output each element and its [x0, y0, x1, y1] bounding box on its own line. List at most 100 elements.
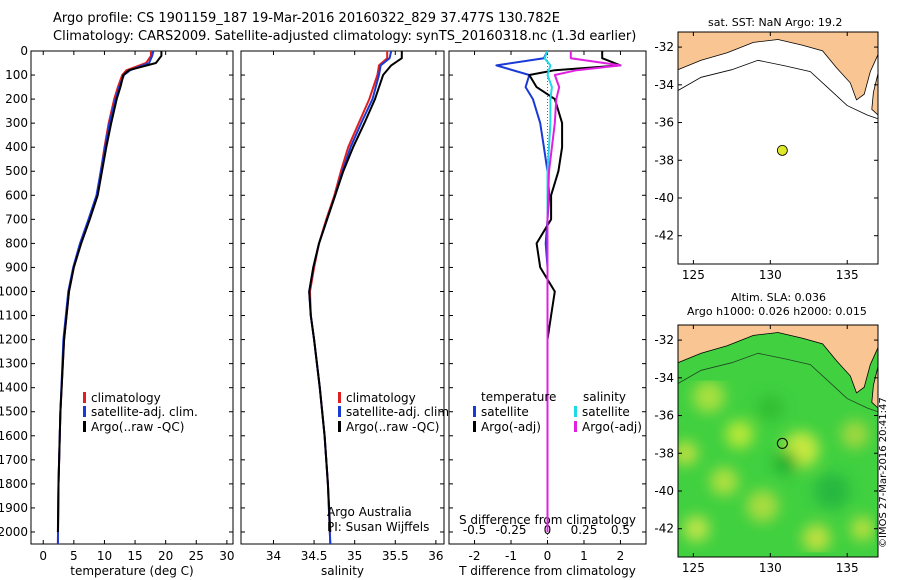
- lon-tick-label: 125: [682, 561, 705, 575]
- y-tick-label: 700: [5, 212, 28, 226]
- x-tick-label: 30: [219, 549, 234, 563]
- legend-label: Argo(..raw -QC): [346, 420, 439, 434]
- plot-frame: [240, 50, 445, 545]
- plot-frame: [30, 50, 234, 545]
- y-tick-label: 1100: [0, 309, 28, 323]
- lon-tick-label: 125: [682, 268, 705, 282]
- lat-tick-label: -38: [654, 446, 674, 460]
- legend-swatch: [83, 406, 86, 417]
- sla-blob: [725, 420, 754, 449]
- legend-swatch: [83, 392, 86, 403]
- land: [678, 32, 878, 101]
- sla-map-title: Altim. SLA: 0.036: [731, 291, 827, 304]
- y-tick-label: 1200: [0, 333, 28, 347]
- sla-map-content: [678, 325, 878, 557]
- sla-blob: [746, 490, 779, 523]
- sla-blob: [683, 515, 710, 542]
- x-tick-label: 2: [617, 549, 625, 563]
- lat-tick-label: -40: [654, 484, 674, 498]
- x-tick-label: -1: [505, 549, 517, 563]
- land: [678, 325, 878, 394]
- lon-tick-label: 135: [836, 561, 859, 575]
- x-tick-label: 15: [127, 549, 142, 563]
- x-tick-label: 35.5: [382, 549, 409, 563]
- legend-swatch: [338, 392, 341, 403]
- sst-map-title: sat. SST: NaN Argo: 19.2: [708, 16, 843, 29]
- sla-blob: [850, 516, 875, 541]
- legend-label: satellite: [582, 405, 630, 419]
- sla-blob: [692, 380, 725, 413]
- legend-header: temperature: [481, 390, 556, 404]
- y-tick-label: 1800: [0, 477, 28, 491]
- x-tick-label: 35: [347, 549, 362, 563]
- pi-note: PI: Susan Wijffels: [327, 520, 429, 534]
- x-tick-label: 0: [39, 549, 47, 563]
- sla-map-subtitle: Argo h1000: 0.026 h2000: 0.015: [687, 305, 867, 318]
- lat-tick-label: -40: [654, 191, 674, 205]
- lon-tick-label: 130: [759, 268, 782, 282]
- x2-tick-label: -0.5: [463, 523, 486, 537]
- sla-map: -32 -34 -36 -38 -40 -42 125 130 135: [654, 324, 879, 575]
- series-line-temperature-argo-adj-: [528, 51, 622, 532]
- lon-tick-label: 130: [759, 561, 782, 575]
- legend-swatch: [574, 421, 577, 432]
- imos-credit: ©IMOS 27-Mar-2016 20:41:47: [878, 397, 889, 548]
- series-line-argo-raw-qc-: [56, 51, 163, 533]
- x-tick-label: 5: [70, 549, 78, 563]
- y-tick-label: 300: [5, 116, 28, 130]
- legend-label: Argo(-adj): [582, 420, 642, 434]
- sst-map: -32 -34 -36 -38 -40 -42 125 130 135: [654, 31, 879, 282]
- legend-label: satellite-adj. clim.: [346, 405, 453, 419]
- sla-blob: [678, 441, 698, 466]
- x-tick-label: 20: [158, 549, 173, 563]
- y-tick-label: 1000: [0, 284, 28, 298]
- profile-title: Argo profile: CS 1901159_187 19-Mar-2016…: [53, 11, 561, 26]
- legend-label: Argo(-adj): [481, 420, 541, 434]
- lon-tick-label: 135: [836, 268, 859, 282]
- lat-tick-label: -36: [654, 409, 674, 423]
- y-tick-label: 1600: [0, 429, 28, 443]
- y-tick-label: 500: [5, 164, 28, 178]
- x-tick-label: 34.5: [301, 549, 328, 563]
- y-tick-label: 2000: [0, 525, 28, 539]
- argo-location-marker: [776, 437, 788, 449]
- x-tick-label: 0: [544, 549, 552, 563]
- y-tick-label: 400: [5, 140, 28, 154]
- argo-location-marker: [776, 144, 788, 156]
- legend-swatch: [83, 421, 86, 432]
- legend-swatch: [473, 421, 476, 432]
- sla-blob: [802, 524, 831, 553]
- chart-panel-3: -2 -1 0 1 2T difference from climatology -0.5…: [448, 50, 647, 578]
- series-group: [56, 51, 163, 544]
- legend-label: Argo(..raw -QC): [91, 420, 184, 434]
- y-tick-label: 1300: [0, 357, 28, 371]
- x-tick-label: 36: [428, 549, 443, 563]
- y-tick-label: 1700: [0, 453, 28, 467]
- sla-blob: [710, 467, 739, 496]
- lat-tick-label: -34: [654, 78, 674, 92]
- legend-swatch: [473, 406, 476, 417]
- x2-tick-label: 0.25: [571, 523, 598, 537]
- y-tick-label: 1500: [0, 405, 28, 419]
- lat-tick-label: -42: [654, 522, 674, 536]
- sla-anomalies: [678, 380, 875, 553]
- series-group: [308, 51, 403, 544]
- lat-tick-label: -34: [654, 371, 674, 385]
- sla-blob: [813, 472, 850, 509]
- legend-swatch: [338, 421, 341, 432]
- chart-panel-1: 0100200300400500600700800900100011001200…: [0, 44, 235, 578]
- legend-label: satellite-adj. clim.: [91, 405, 198, 419]
- lat-tick-label: -38: [654, 153, 674, 167]
- series-group: [495, 51, 622, 532]
- x-tick-label: 1: [580, 549, 588, 563]
- lat-tick-label: -36: [654, 116, 674, 130]
- lat-tick-label: -32: [654, 333, 674, 347]
- series-line-salinity-argo-adj-: [546, 51, 622, 532]
- y-tick-label: 1900: [0, 501, 28, 515]
- argo-australia-note: Argo Australia: [327, 505, 412, 519]
- legend-label: satellite: [481, 405, 529, 419]
- y-tick-label: 200: [5, 92, 28, 106]
- chart-panel-2: 34 34.5 35 35.5 36 salinity climatologysatelli…: [240, 50, 453, 578]
- lat-tick-label: -42: [654, 229, 674, 243]
